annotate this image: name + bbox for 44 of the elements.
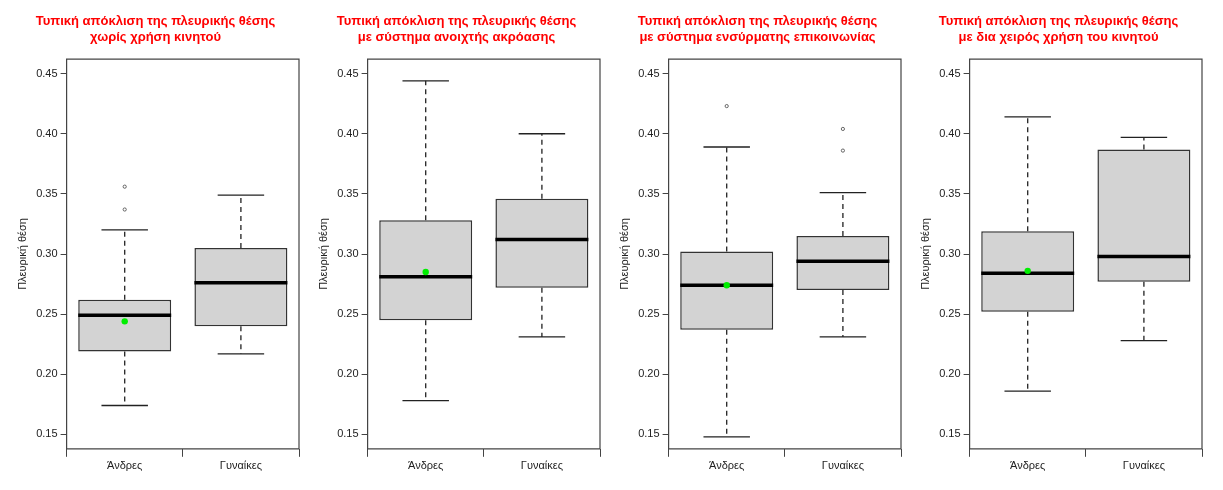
y-tick-label: 0.15: [638, 427, 660, 440]
x-tick-label: Άνδρες: [709, 459, 745, 472]
y-tick-label: 0.25: [36, 307, 58, 320]
y-tick-label: 0.15: [939, 427, 961, 440]
y-tick-label: 0.30: [337, 247, 359, 260]
y-tick-label: 0.15: [36, 427, 58, 440]
y-axis-title: Πλευρική θέση: [918, 218, 931, 290]
x-tick-label: Άνδρες: [107, 459, 143, 472]
y-tick-label: 0.35: [337, 186, 359, 199]
y-tick-label: 0.20: [337, 367, 359, 380]
chart-title: Τυπική απόκλιση της πλευρικής θέσης με σύστημα ενσύρματης επικοινωνίας: [637, 13, 878, 44]
y-axis-title: Πλευρική θέση: [15, 218, 28, 290]
x-tick-label: Γυναίκες: [219, 459, 262, 472]
y-tick-label: 0.40: [939, 126, 961, 139]
y-tick-label: 0.15: [337, 427, 359, 440]
y-tick-label: 0.45: [939, 66, 961, 79]
y-tick-label: 0.30: [36, 247, 58, 260]
y-tick-label: 0.35: [36, 186, 58, 199]
y-tick-label: 0.30: [638, 247, 660, 260]
y-tick-label: 0.40: [337, 126, 359, 139]
y-tick-label: 0.20: [36, 367, 58, 380]
y-tick-label: 0.25: [939, 307, 961, 320]
y-tick-label: 0.30: [939, 247, 961, 260]
x-tick-label: Γυναίκες: [821, 459, 864, 472]
chart-title: Τυπική απόκλιση της πλευρικής θέσης χωρίς χρήση κινητού: [35, 13, 276, 44]
y-tick-label: 0.40: [36, 126, 58, 139]
chart-title: Τυπική απόκλιση της πλευρικής θέσης με σύστημα ανοιχτής ακρόασης: [336, 13, 577, 44]
x-tick-label: Άνδρες: [1010, 459, 1046, 472]
x-tick-label: Άνδρες: [408, 459, 444, 472]
y-axis-title: Πλευρική θέση: [617, 218, 630, 290]
y-tick-label: 0.40: [638, 126, 660, 139]
x-tick-label: Γυναίκες: [1122, 459, 1165, 472]
y-tick-label: 0.20: [939, 367, 961, 380]
y-tick-label: 0.20: [638, 367, 660, 380]
y-axis-title: Πλευρική θέση: [316, 218, 329, 290]
y-tick-label: 0.45: [36, 66, 58, 79]
chart-title: Τυπική απόκλιση της πλευρικής θέσης με δια χειρός χρήση του κινητού: [938, 13, 1179, 44]
y-tick-label: 0.35: [939, 186, 961, 199]
y-tick-label: 0.45: [337, 66, 359, 79]
y-tick-label: 0.25: [337, 307, 359, 320]
y-tick-label: 0.45: [638, 66, 660, 79]
y-tick-label: 0.35: [638, 186, 660, 199]
x-tick-label: Γυναίκες: [520, 459, 563, 472]
y-tick-label: 0.25: [638, 307, 660, 320]
